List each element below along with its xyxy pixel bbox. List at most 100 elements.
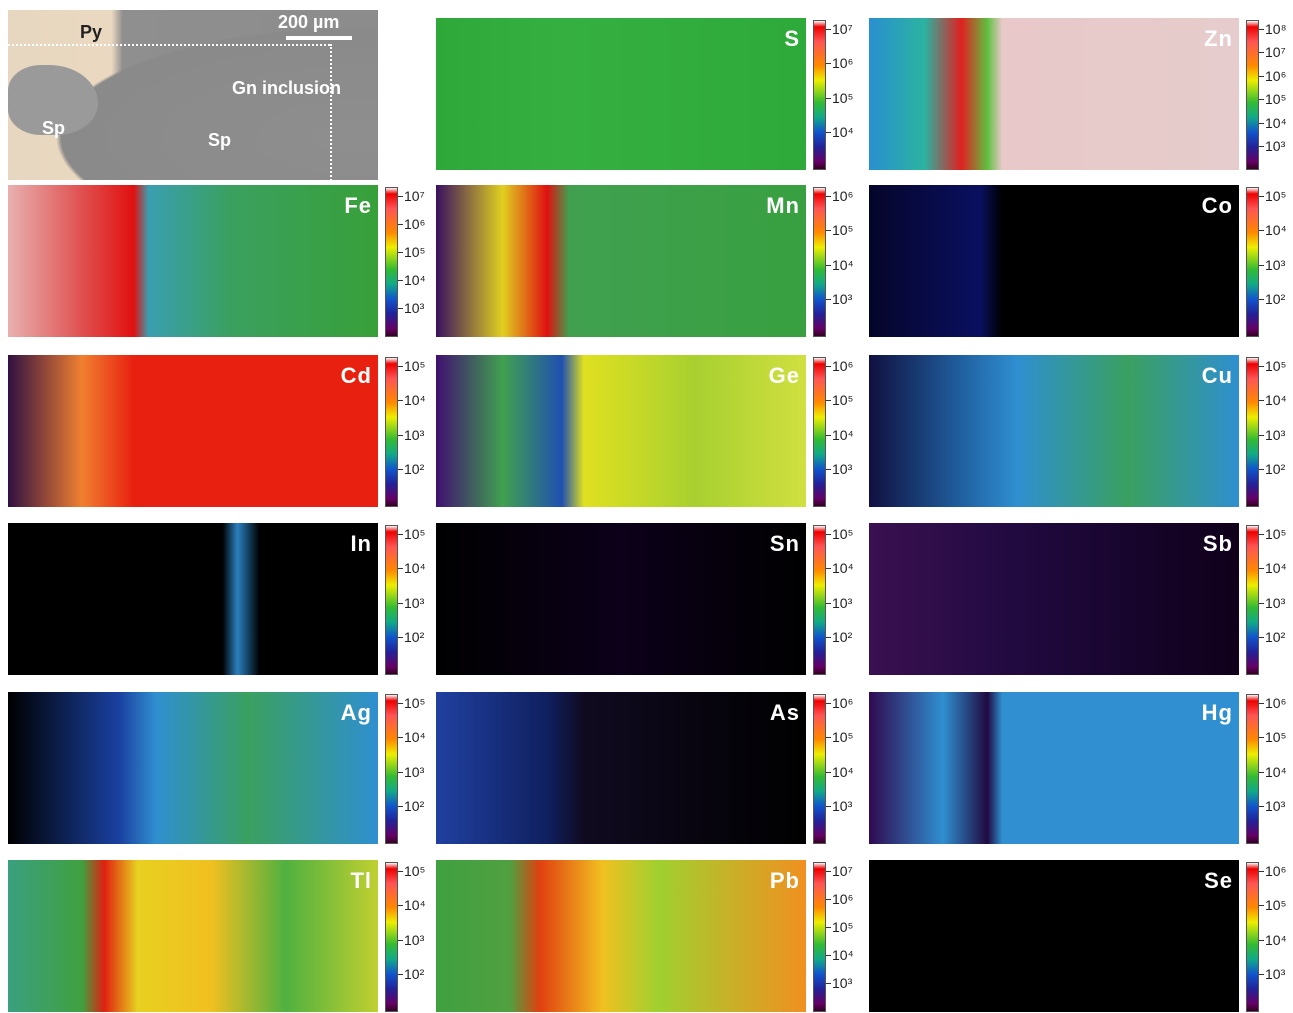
element-map: Fe (8, 185, 378, 337)
element-map: Sb (869, 523, 1239, 675)
colorbar-tick (826, 703, 831, 704)
colorbar-tick (826, 771, 831, 773)
colorbar-tick (1259, 806, 1264, 808)
colorbar-tick-label: 10⁴ (1265, 763, 1287, 780)
element-label: Co (1201, 193, 1233, 218)
colorbar-tick (1259, 871, 1264, 872)
colorbar-tick-label: 10⁵ (1265, 358, 1287, 374)
colorbar-tick (1259, 146, 1264, 148)
colorbar-tick (398, 534, 403, 535)
colorbar-tick-label: 10⁵ (1265, 526, 1287, 542)
colorbar-tick (398, 307, 403, 309)
colorbar-tick-label: 10² (1265, 461, 1286, 478)
element-map: Pb (436, 860, 806, 1012)
photo-label: Py (80, 22, 103, 42)
colorbar-tick-label: 10³ (832, 291, 853, 308)
colorbar-tick (826, 230, 831, 232)
colorbar-tick-label: 10⁵ (832, 526, 854, 542)
colorbar-tick-label: 10⁷ (1265, 44, 1286, 61)
colorbar: 10⁵ 10⁴ 10³ 10² (1246, 357, 1287, 507)
colorbar-tick (1259, 230, 1264, 232)
colorbar-tick-label: 10⁷ (404, 188, 425, 204)
colorbar-tick (826, 568, 831, 570)
colorbar: 10⁶ 10⁵ 10⁴ 10³ (1246, 694, 1287, 844)
colorbar-tick (826, 806, 831, 808)
element-map: S (436, 18, 806, 170)
colorbar-tick (826, 898, 831, 900)
colorbar-tick-label: 10⁴ (1265, 114, 1287, 131)
element-label: Se (1204, 868, 1233, 893)
colorbar-tick-label: 10³ (1265, 798, 1286, 815)
colorbar-tick-label: 10² (1265, 629, 1286, 646)
colorbar-tick (398, 637, 403, 639)
element-label: As (769, 700, 800, 725)
colorbar-tick-label: 10⁴ (404, 271, 426, 288)
colorbar-tick-label: 10⁵ (404, 243, 426, 260)
colorbar: 10⁷ 10⁶ 10⁵ 10⁴ 10³ (813, 862, 854, 1012)
colorbar-tick (1259, 122, 1264, 124)
colorbar-tick-label: 10² (404, 461, 425, 478)
colorbar-tick (398, 568, 403, 570)
colorbar-tick-label: 10³ (404, 763, 425, 780)
colorbar-tick (1259, 52, 1264, 54)
colorbar-tick (398, 602, 403, 604)
element-map: Cu (869, 355, 1239, 507)
element-label: Pb (769, 868, 800, 893)
colorbar-tick (1259, 771, 1264, 773)
colorbar-tick-label: 10³ (832, 798, 853, 815)
colorbar-tick-label: 10⁴ (832, 560, 854, 577)
colorbar-tick (826, 299, 831, 301)
colorbar-tick (1259, 29, 1264, 30)
colorbar-tick-label: 10³ (832, 461, 853, 478)
element-map: Sn (436, 523, 806, 675)
colorbar: 10⁵ 10⁴ 10³ 10² (385, 357, 426, 507)
colorbar-tick-label: 10⁵ (1265, 91, 1287, 108)
colorbar-tick (826, 29, 831, 30)
colorbar-tick (1259, 400, 1264, 402)
colorbar-tick-label: 10⁵ (404, 358, 426, 374)
colorbar-tick (826, 982, 831, 984)
colorbar-tick (398, 279, 403, 281)
colorbar-tick-label: 10⁵ (404, 695, 426, 711)
colorbar-tick-label: 10⁸ (1265, 21, 1287, 37)
colorbar-tick (398, 939, 403, 941)
colorbar: 10⁵ 10⁴ 10³ 10² (813, 525, 854, 675)
colorbar-tick-label: 10⁵ (832, 222, 854, 239)
colorbar-tick (1259, 939, 1264, 941)
colorbar-tick (826, 434, 831, 436)
dotted-line (330, 44, 332, 180)
scale-label: 200 µm (278, 12, 340, 32)
element-map: Ge (436, 355, 806, 507)
colorbar-tick (826, 469, 831, 471)
colorbar: 10⁶ 10⁵ 10⁴ 10³ (813, 694, 854, 844)
element-map: Co (869, 185, 1239, 337)
colorbar-tick (826, 926, 831, 928)
element-label: Fe (344, 193, 372, 218)
element-label: S (784, 26, 800, 51)
colorbar-tick (398, 905, 403, 907)
colorbar-tick-label: 10³ (1265, 256, 1286, 273)
colorbar-tick (826, 637, 831, 639)
colorbar-tick-label: 10⁵ (404, 863, 426, 879)
sphalerite-patch (8, 65, 98, 135)
colorbar-tick-label: 10⁴ (1265, 931, 1287, 948)
colorbar-tick (398, 974, 403, 976)
colorbar-tick (826, 264, 831, 266)
colorbar-tick (398, 434, 403, 436)
colorbar-tick (1259, 75, 1264, 77)
colorbar-tick-label: 10⁴ (1265, 560, 1287, 577)
element-label: Cd (340, 363, 372, 388)
colorbar-tick-label: 10³ (404, 594, 425, 611)
colorbar-tick-label: 10⁴ (832, 426, 854, 443)
colorbar-tick (398, 806, 403, 808)
colorbar-tick-label: 10⁵ (1265, 897, 1287, 914)
colorbar-tick-label: 10³ (404, 931, 425, 948)
colorbar: 10⁸ 10⁷ 10⁶ 10⁵ 10⁴ 10³ (1246, 20, 1287, 170)
colorbar-tick (826, 602, 831, 604)
micrograph: Py 200 µm Gn inclusion Sp Sp (8, 10, 378, 180)
colorbar-tick (1259, 196, 1264, 197)
colorbar-tick-label: 10⁶ (832, 695, 854, 711)
colorbar-tick-label: 10⁴ (404, 729, 426, 746)
colorbar-tick-label: 10² (404, 629, 425, 646)
colorbar-tick-label: 10⁴ (404, 392, 426, 409)
